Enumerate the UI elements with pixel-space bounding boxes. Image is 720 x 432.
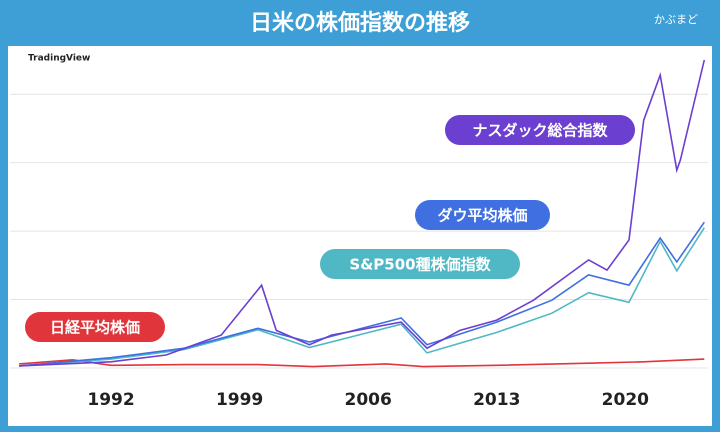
brand: かぶまど	[654, 13, 698, 26]
series-line	[19, 221, 705, 367]
series-label-bg	[415, 200, 550, 230]
series-line	[19, 227, 705, 367]
plot-panel	[8, 46, 712, 426]
series-line	[19, 59, 706, 367]
series-label: ダウ平均株価	[437, 207, 527, 225]
series-label-bg	[25, 312, 165, 342]
x-tick-label: 1999	[216, 390, 263, 410]
series-line	[19, 358, 705, 368]
x-tick-label: 2006	[345, 390, 392, 410]
series-label-bg	[320, 249, 520, 279]
series-label: 日経平均株価	[50, 319, 140, 337]
chart-title: 日米の株価指数の推移	[250, 10, 470, 36]
series-label-bg	[445, 115, 635, 145]
source: TradingView	[28, 54, 90, 64]
series-label: ナスダック総合指数	[472, 122, 608, 140]
series-label: S&P500種株価指数	[349, 256, 491, 274]
x-tick-label: 1992	[87, 390, 134, 410]
x-tick-label: 2020	[602, 390, 649, 410]
x-tick-label: 2013	[473, 390, 520, 410]
